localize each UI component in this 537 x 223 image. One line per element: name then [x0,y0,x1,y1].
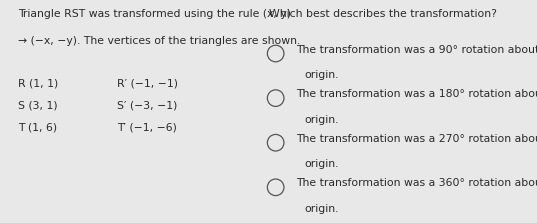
Text: origin.: origin. [304,70,339,80]
Text: origin.: origin. [304,204,339,214]
Text: R (1, 1): R (1, 1) [18,78,59,88]
Text: The transformation was a 270° rotation about the: The transformation was a 270° rotation a… [296,134,537,144]
Text: origin.: origin. [304,159,339,169]
Text: → (−x, −y). The vertices of the triangles are shown.: → (−x, −y). The vertices of the triangle… [18,36,301,46]
Text: T′ (−1, −6): T′ (−1, −6) [117,123,177,133]
Text: R′ (−1, −1): R′ (−1, −1) [117,78,178,88]
Text: The transformation was a 360° rotation about the: The transformation was a 360° rotation a… [296,178,537,188]
Text: T (1, 6): T (1, 6) [18,123,57,133]
Text: origin.: origin. [304,115,339,125]
Text: Triangle RST was transformed using the rule (x, y): Triangle RST was transformed using the r… [18,9,291,19]
Text: S′ (−3, −1): S′ (−3, −1) [117,100,178,110]
Text: Which best describes the transformation?: Which best describes the transformation? [268,9,497,19]
Text: The transformation was a 180° rotation about the: The transformation was a 180° rotation a… [296,89,537,99]
Text: The transformation was a 90° rotation about the: The transformation was a 90° rotation ab… [296,45,537,55]
Text: S (3, 1): S (3, 1) [18,100,58,110]
